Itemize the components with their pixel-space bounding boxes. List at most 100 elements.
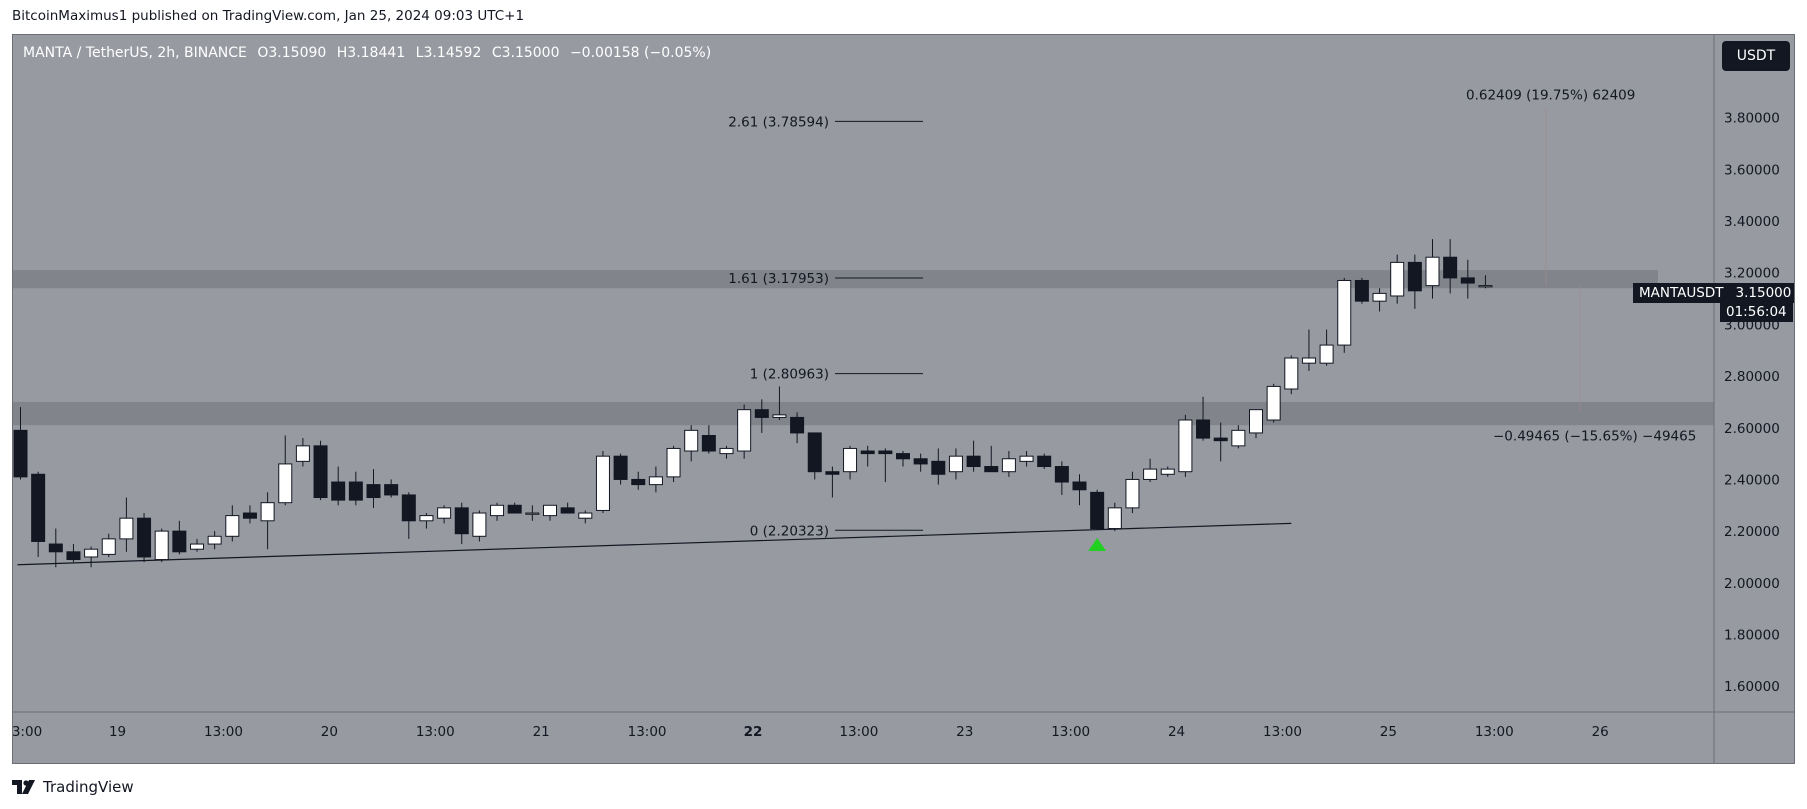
last-price-tag: MANTAUSDT 3.15000 <box>1633 283 1794 303</box>
candle[interactable] <box>66 551 81 561</box>
candle[interactable] <box>666 447 681 478</box>
candle[interactable] <box>1319 344 1334 364</box>
candle[interactable] <box>207 535 222 545</box>
candle[interactable] <box>190 543 204 550</box>
candle[interactable] <box>701 435 716 452</box>
candle[interactable] <box>119 517 134 540</box>
price-axis-label: 2.60000 <box>1724 421 1780 437</box>
candle[interactable] <box>242 512 257 519</box>
candle[interactable] <box>1407 261 1422 292</box>
candle[interactable] <box>1337 279 1352 346</box>
candle[interactable] <box>578 512 593 519</box>
candle[interactable] <box>454 507 469 535</box>
candle[interactable] <box>1301 357 1316 364</box>
candle[interactable] <box>48 543 63 553</box>
price-tag-value: 3.15000 <box>1735 285 1792 301</box>
time-axis-label: 20 <box>321 724 338 740</box>
symbol-name[interactable]: MANTA / TetherUS, 2h, BINANCE <box>23 45 247 61</box>
candle[interactable] <box>1354 279 1369 302</box>
candle[interactable] <box>172 530 187 553</box>
candle[interactable] <box>648 476 663 486</box>
candle[interactable] <box>1054 466 1069 483</box>
candle[interactable] <box>331 481 346 501</box>
candle[interactable] <box>790 416 805 434</box>
open-value: 3.15090 <box>268 45 327 61</box>
candle[interactable] <box>137 517 152 558</box>
candle[interactable] <box>525 512 540 515</box>
candle[interactable] <box>313 445 328 499</box>
candle[interactable] <box>1001 458 1016 473</box>
candle[interactable] <box>631 478 646 486</box>
candle[interactable] <box>948 455 963 473</box>
candle[interactable] <box>1196 419 1211 439</box>
candle[interactable] <box>1478 285 1493 288</box>
candle[interactable] <box>613 455 628 480</box>
candle[interactable] <box>1266 385 1281 421</box>
price-range-label: −0.49465 (−15.65%) −49465 <box>1493 429 1696 445</box>
candle[interactable] <box>1425 256 1440 287</box>
candle[interactable] <box>13 429 28 478</box>
candle[interactable] <box>31 473 46 542</box>
candle[interactable] <box>295 445 310 462</box>
candle[interactable] <box>507 504 522 514</box>
tradingview-logo[interactable]: TradingView <box>12 778 134 796</box>
candle[interactable] <box>1125 478 1140 509</box>
candle[interactable] <box>1372 292 1387 302</box>
candle[interactable] <box>154 530 169 561</box>
candle[interactable] <box>1213 437 1228 442</box>
candle[interactable] <box>754 409 769 418</box>
candle[interactable] <box>719 447 734 455</box>
candle[interactable] <box>225 515 240 537</box>
candle[interactable] <box>1090 491 1105 530</box>
candle[interactable] <box>1284 357 1299 390</box>
candle[interactable] <box>1460 277 1475 284</box>
chart-area[interactable]: 2.61 (3.78594) 1.61 (3.17953) 1 (2.80963) 0… <box>12 34 1795 764</box>
candle[interactable] <box>807 432 822 473</box>
candle[interactable] <box>101 538 116 555</box>
candle[interactable] <box>260 502 275 522</box>
candle[interactable] <box>1249 409 1263 434</box>
candle[interactable] <box>490 504 505 517</box>
currency-button[interactable]: USDT <box>1722 41 1790 71</box>
candle[interactable] <box>913 458 928 465</box>
candle[interactable] <box>84 548 99 558</box>
candle[interactable] <box>843 447 858 473</box>
candle[interactable] <box>737 409 752 452</box>
candlestick-chart[interactable]: 2.61 (3.78594) 1.61 (3.17953) 1 (2.80963) 0… <box>13 35 1795 764</box>
candle[interactable] <box>1107 507 1122 530</box>
tradingview-brand: TradingView <box>43 778 134 796</box>
candle[interactable] <box>896 453 910 460</box>
candle[interactable] <box>278 463 293 504</box>
close-label: C <box>491 45 502 61</box>
candle[interactable] <box>543 504 557 517</box>
candle[interactable] <box>419 515 434 522</box>
candle[interactable] <box>1390 261 1405 297</box>
fib-level-label: 2.61 (3.78594) <box>728 114 829 130</box>
candle[interactable] <box>366 484 381 499</box>
candle[interactable] <box>860 450 875 455</box>
candle[interactable] <box>966 455 981 468</box>
candle[interactable] <box>472 512 487 537</box>
candle[interactable] <box>348 481 363 501</box>
candle[interactable] <box>1019 455 1034 462</box>
candle[interactable] <box>560 507 575 514</box>
candle[interactable] <box>401 494 416 522</box>
candle[interactable] <box>384 484 399 496</box>
candle[interactable] <box>984 466 999 473</box>
candle[interactable] <box>684 429 699 452</box>
candle[interactable] <box>825 471 840 475</box>
candle[interactable] <box>1231 429 1246 447</box>
candle[interactable] <box>1160 468 1175 475</box>
candle[interactable] <box>1037 455 1052 468</box>
candle[interactable] <box>1143 468 1158 480</box>
ascending-support-line[interactable] <box>17 522 1292 566</box>
candle[interactable] <box>1072 481 1087 491</box>
candle[interactable] <box>1178 419 1193 473</box>
candle[interactable] <box>772 414 787 418</box>
candle[interactable] <box>437 507 452 519</box>
candle[interactable] <box>595 455 610 511</box>
candle[interactable] <box>878 450 893 455</box>
candle[interactable] <box>1443 256 1458 279</box>
price-range-label: 0.62409 (19.75%) 62409 <box>1466 87 1635 103</box>
candle[interactable] <box>931 460 946 475</box>
